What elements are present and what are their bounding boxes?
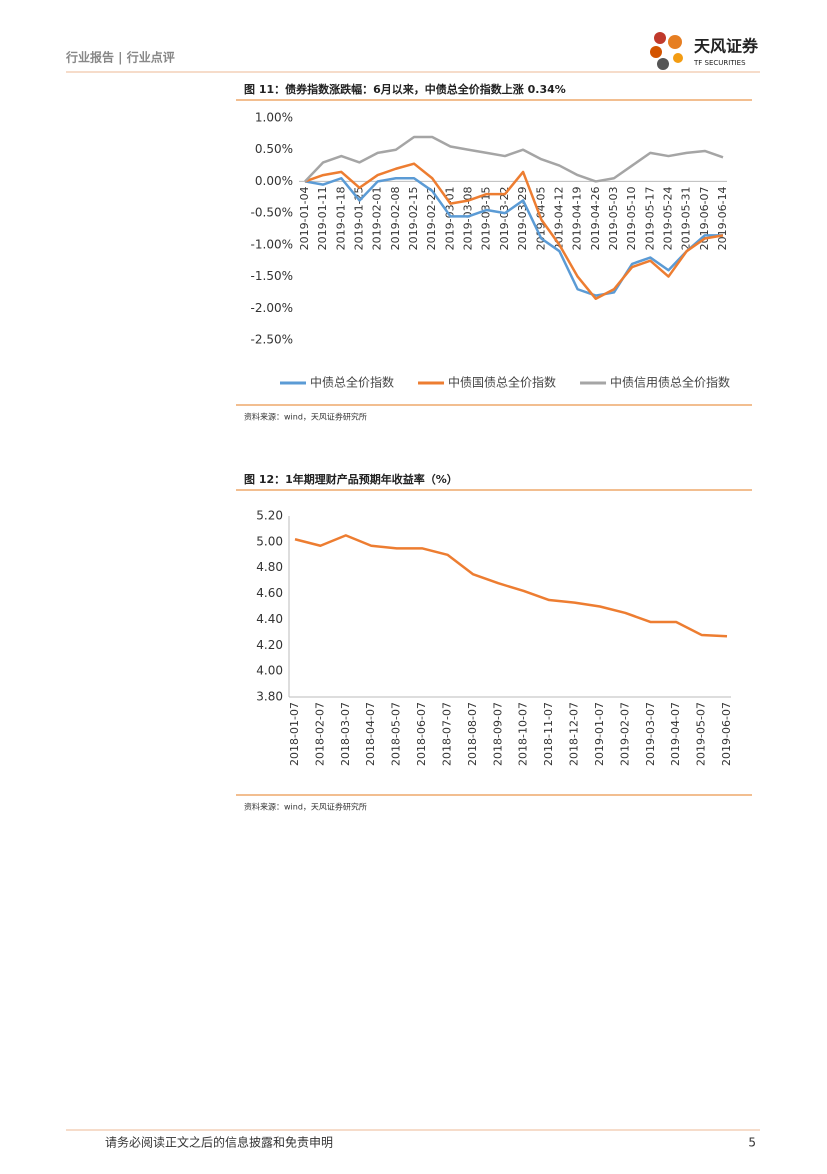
x-tick-label: 2018-04-07 — [364, 702, 377, 766]
x-tick-label: 2019-01-04 — [298, 186, 311, 250]
x-tick-label: 2019-02-15 — [407, 186, 420, 250]
page-number: 5 — [748, 1136, 756, 1150]
x-tick-label: 2019-04-26 — [589, 186, 602, 250]
x-tick-label: 2019-03-08 — [462, 186, 475, 250]
x-tick-label: 2019-05-24 — [661, 186, 674, 250]
x-tick-label: 2018-10-07 — [517, 702, 530, 766]
x-tick-label: 2019-01-07 — [593, 702, 606, 766]
y-tick-label: -2.00% — [251, 301, 293, 315]
chart-title: 图 12：1年期理财产品预期年收益率（%） — [244, 472, 458, 486]
x-tick-label: 2019-05-07 — [695, 702, 708, 766]
y-tick-label: 1.00% — [255, 111, 293, 125]
series-line — [294, 534, 728, 638]
x-tick-label: 2019-04-07 — [669, 702, 682, 766]
y-tick-label: 4.20 — [256, 638, 283, 652]
source: 资料来源：wind，天风证券研究所 — [244, 412, 367, 422]
x-tick-label: 2019-03-15 — [480, 186, 493, 250]
source: 资料来源：wind，天风证券研究所 — [244, 802, 367, 812]
brand-en: TF SECURITIES — [693, 59, 746, 67]
x-tick-label: 2019-05-03 — [607, 186, 620, 250]
legend-label: 中债信用债总全价指数 — [610, 375, 730, 390]
x-tick-label: 2018-02-07 — [313, 702, 326, 766]
legend-label: 中债总全价指数 — [310, 375, 394, 390]
y-tick-label: 4.80 — [256, 560, 283, 574]
y-tick-label: 4.40 — [256, 612, 283, 626]
disclaimer: 请务必阅读正文之后的信息披露和免责申明 — [105, 1135, 333, 1150]
x-tick-label: 2019-02-07 — [618, 702, 631, 766]
chart-title: 图 11：债券指数涨跌幅：6月以来，中债总全价指数上涨 0.34% — [244, 82, 566, 96]
x-tick-label: 2019-04-12 — [552, 186, 565, 250]
x-tick-label: 2018-07-07 — [440, 702, 453, 766]
y-tick-label: 4.00 — [256, 664, 283, 678]
x-tick-label: 2019-03-29 — [516, 186, 529, 250]
x-tick-label: 2018-12-07 — [568, 702, 581, 766]
y-tick-label: -2.50% — [251, 333, 293, 347]
y-tick-label: 5.00 — [256, 534, 283, 548]
y-tick-label: -0.50% — [251, 206, 293, 220]
x-tick-label: 2018-06-07 — [415, 702, 428, 766]
x-tick-label: 2018-11-07 — [542, 702, 555, 766]
x-tick-label: 2019-01-18 — [334, 186, 347, 250]
x-tick-label: 2019-02-08 — [389, 186, 402, 250]
x-tick-label: 2019-05-31 — [680, 186, 693, 250]
logo — [650, 32, 683, 70]
x-tick-label: 2018-09-07 — [491, 702, 504, 766]
x-tick-label: 2019-06-07 — [720, 702, 733, 766]
x-tick-label: 2019-04-19 — [571, 186, 584, 250]
y-tick-label: 5.20 — [256, 509, 283, 523]
header-left: 行业报告 | 行业点评 — [65, 50, 175, 65]
x-tick-label: 2019-06-14 — [716, 186, 729, 250]
x-tick-label: 2019-03-07 — [644, 702, 657, 766]
x-tick-label: 2019-02-22 — [425, 186, 438, 250]
y-tick-label: 0.50% — [255, 142, 293, 156]
y-tick-label: 0.00% — [255, 174, 293, 188]
x-tick-label: 2019-01-11 — [316, 186, 329, 250]
x-tick-label: 2019-03-22 — [498, 186, 511, 250]
y-tick-label: 4.60 — [256, 586, 283, 600]
series-line — [304, 177, 723, 297]
y-tick-label: -1.50% — [251, 269, 293, 283]
y-tick-label: 3.80 — [256, 690, 283, 704]
x-tick-label: 2019-05-17 — [643, 186, 656, 250]
legend-label: 中债国债总全价指数 — [448, 375, 556, 390]
x-tick-label: 2018-08-07 — [466, 702, 479, 766]
series-line — [304, 162, 724, 301]
y-tick-label: -1.00% — [251, 237, 293, 251]
x-tick-label: 2019-05-10 — [625, 186, 638, 250]
x-tick-label: 2018-03-07 — [339, 702, 352, 766]
x-tick-label: 2018-01-07 — [288, 702, 301, 766]
x-tick-label: 2018-05-07 — [390, 702, 403, 766]
brand: 天风证券 — [694, 37, 759, 56]
x-tick-label: 2019-01-25 — [353, 186, 366, 250]
series-line — [304, 135, 724, 183]
x-tick-label: 2019-02-01 — [371, 186, 384, 250]
